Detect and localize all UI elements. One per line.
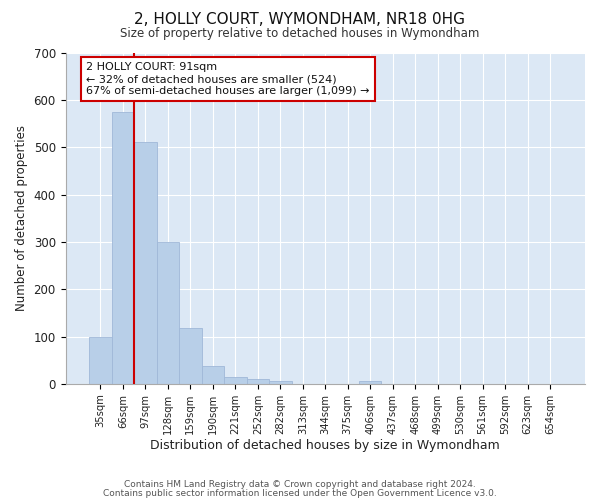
Bar bbox=[134, 142, 157, 384]
Bar bbox=[269, 380, 292, 384]
Text: 2, HOLLY COURT, WYMONDHAM, NR18 0HG: 2, HOLLY COURT, WYMONDHAM, NR18 0HG bbox=[134, 12, 466, 28]
Bar bbox=[112, 112, 134, 384]
Bar bbox=[179, 328, 202, 384]
Bar bbox=[359, 380, 382, 384]
Bar bbox=[89, 336, 112, 384]
Y-axis label: Number of detached properties: Number of detached properties bbox=[15, 125, 28, 311]
Bar bbox=[247, 379, 269, 384]
Text: 2 HOLLY COURT: 91sqm
← 32% of detached houses are smaller (524)
67% of semi-deta: 2 HOLLY COURT: 91sqm ← 32% of detached h… bbox=[86, 62, 370, 96]
Text: Contains HM Land Registry data © Crown copyright and database right 2024.: Contains HM Land Registry data © Crown c… bbox=[124, 480, 476, 489]
Bar bbox=[202, 366, 224, 384]
Bar bbox=[157, 242, 179, 384]
Bar bbox=[224, 376, 247, 384]
Text: Contains public sector information licensed under the Open Government Licence v3: Contains public sector information licen… bbox=[103, 488, 497, 498]
Text: Size of property relative to detached houses in Wymondham: Size of property relative to detached ho… bbox=[121, 28, 479, 40]
X-axis label: Distribution of detached houses by size in Wymondham: Distribution of detached houses by size … bbox=[151, 440, 500, 452]
